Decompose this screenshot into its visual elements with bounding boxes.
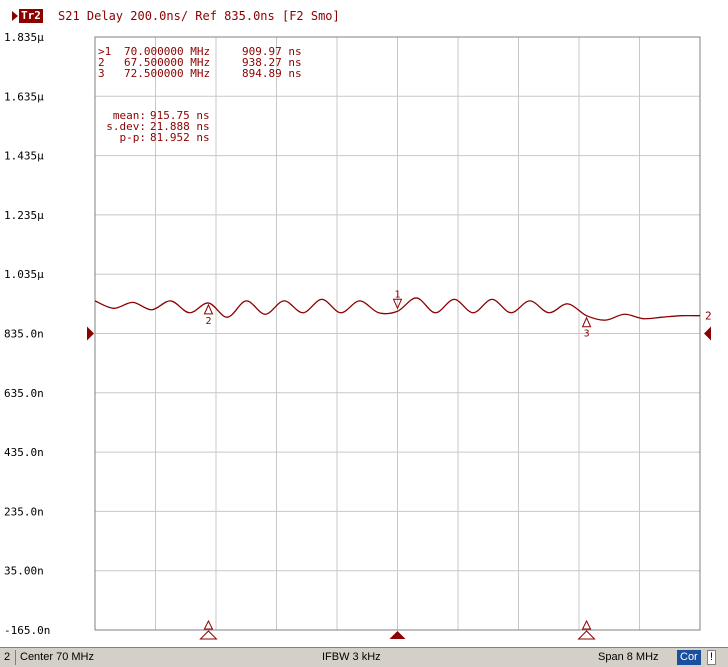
reference-level-markers: 2	[87, 310, 712, 341]
reference-right-arrow-icon	[704, 326, 711, 341]
trace-end-label: 2	[705, 310, 712, 323]
y-tick-label: 435.0n	[4, 446, 44, 459]
marker-group: 1 2 3	[203, 289, 592, 340]
stat-label: mean:	[113, 109, 146, 122]
trace-active-arrow-icon	[12, 11, 18, 21]
marker-row-value: 909.97 ns	[242, 45, 302, 58]
y-tick-label: 1.835µ	[4, 31, 44, 44]
bottom-marker-outline-icon	[577, 630, 596, 640]
bottom-marker-group	[199, 619, 596, 640]
marker-row-value: 894.89 ns	[242, 67, 302, 80]
plot-border	[94, 36, 701, 631]
stats-table: mean: 915.75 ns s.dev: 21.888 nsp-p: 81.952 …	[106, 109, 209, 144]
y-tick-label: 35.00n	[4, 565, 44, 578]
reference-left-arrow-icon	[87, 326, 94, 341]
y-tick-label: 835.0n	[4, 328, 44, 341]
marker-2-label: 2	[205, 316, 211, 327]
trace-description[interactable]: S21 Delay 200.0ns/ Ref 835.0ns [F2 Smo]	[58, 9, 340, 23]
marker-row-label: 3	[98, 67, 105, 80]
y-tick-label: -165.0n	[4, 624, 50, 637]
marker-row-frequency: 72.500000 MHz	[124, 67, 210, 80]
status-cor-badge[interactable]: Cor	[677, 650, 701, 665]
marker-row-label: >1	[98, 45, 111, 58]
y-tick-label: 235.0n	[4, 505, 44, 518]
marker-3-icon	[581, 316, 592, 328]
marker-row-frequency: 70.000000 MHz	[124, 45, 210, 58]
marker-table: >1 70.000000 MHz 909.97 ns 2 67.500000 MHz 93…	[98, 45, 302, 80]
stat-label: s.dev:	[106, 120, 146, 133]
y-tick-label: 1.035µ	[4, 268, 44, 281]
marker-1-icon	[392, 298, 403, 310]
plot-frame	[94, 36, 701, 631]
marker-row-frequency: 67.500000 MHz	[124, 56, 210, 69]
y-tick-label: 1.235µ	[4, 209, 44, 222]
trace-line	[94, 297, 701, 321]
bottom-marker-filled-icon	[389, 631, 406, 639]
marker-row-label: 2	[98, 56, 105, 69]
status-ifbw[interactable]: IFBW 3 kHz	[322, 651, 381, 663]
status-bar: 2 Center 70 MHz IFBW 3 kHz Span 8 MHz Co…	[0, 647, 728, 667]
bottom-marker-small-icon	[203, 619, 214, 630]
stat-value: 81.952 ns	[150, 131, 210, 144]
bottom-marker-small-icon	[581, 619, 592, 630]
delay-chart[interactable]: -165.0n 35.00n 235.0n 435.0n 635.0n 835.0n 1.0…	[0, 0, 728, 646]
y-tick-label: 635.0n	[4, 387, 44, 400]
marker-3-label: 3	[584, 329, 590, 340]
status-channel[interactable]: 2	[4, 651, 11, 663]
status-center[interactable]: Center 70 MHz	[20, 651, 94, 663]
status-warning-badge[interactable]: !	[707, 650, 717, 665]
marker-2-icon	[203, 303, 214, 315]
bottom-marker-outline-icon	[199, 630, 218, 640]
y-tick-label: 1.635µ	[4, 90, 44, 103]
status-span[interactable]: Span 8 MHz	[598, 651, 659, 663]
chart-grid	[94, 36, 701, 631]
marker-1-label: 1	[395, 289, 401, 300]
stat-value: 21.888 ns	[150, 120, 210, 133]
trace-line-group	[94, 297, 701, 321]
y-tick-labels: -165.0n 35.00n 235.0n 435.0n 635.0n 835.0n 1.0…	[4, 31, 50, 637]
stat-label: p-p:	[120, 131, 147, 144]
y-tick-label: 1.435µ	[4, 150, 44, 163]
stat-value: 915.75 ns	[150, 109, 210, 122]
status-separator	[15, 650, 16, 665]
trace-id-badge[interactable]: Tr2	[19, 9, 43, 23]
marker-row-value: 938.27 ns	[242, 56, 302, 69]
trace-header[interactable]: Tr2 S21 Delay 200.0ns/ Ref 835.0ns [F2 S…	[0, 6, 728, 26]
